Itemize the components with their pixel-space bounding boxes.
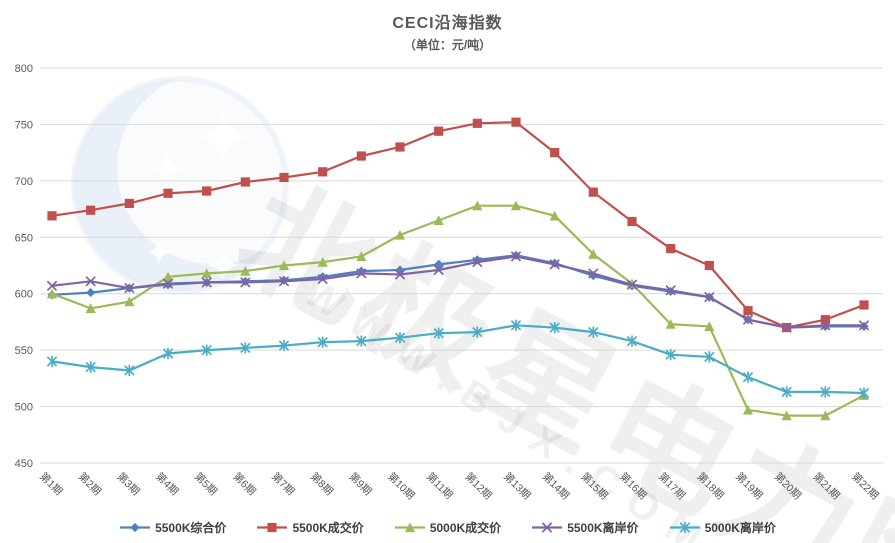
y-tick-label: 750 bbox=[15, 119, 33, 131]
x-tick-label: 第15期 bbox=[578, 470, 610, 502]
legend-label: 5500K离岸价 bbox=[567, 521, 639, 535]
y-tick-label: 600 bbox=[15, 289, 33, 301]
x-tick-label: 第4期 bbox=[153, 470, 181, 498]
legend-item-3: 5500K离岸价 bbox=[531, 519, 639, 536]
series-markers bbox=[47, 117, 869, 333]
chart-subtitle: （单位：元/吨） bbox=[403, 38, 492, 52]
x-tick-label: 第14期 bbox=[540, 470, 572, 502]
legend-label: 5000K离岸价 bbox=[704, 521, 776, 535]
y-tick-label: 700 bbox=[15, 176, 33, 188]
legend-square-marker-icon bbox=[257, 522, 288, 533]
x-tick-label: 第6期 bbox=[230, 470, 258, 498]
legend-x-marker-icon bbox=[532, 522, 563, 533]
legend-star-marker-icon bbox=[669, 521, 700, 534]
x-tick-label: 第13期 bbox=[501, 470, 533, 502]
legend-diamond-marker-icon bbox=[120, 522, 151, 533]
x-axis-labels: 第1期 第2期 第3期 第4期 第5期 第6期 第7期 第8期 第9期 第10期 第11期 第12期第… bbox=[37, 470, 881, 502]
series-1-square bbox=[47, 117, 869, 333]
legend-item-1: 5500K成交价 bbox=[256, 519, 364, 536]
y-tick-label: 800 bbox=[15, 63, 33, 75]
legend-label: 5000K成交价 bbox=[429, 521, 502, 535]
x-tick-label: 第5期 bbox=[192, 470, 220, 498]
y-axis-labels: 450 500 550 600 650 700 750 800 bbox=[15, 63, 33, 470]
chart-title: CECI沿海指数 bbox=[392, 15, 503, 32]
x-tick-label: 第7期 bbox=[269, 470, 297, 498]
x-tick-label: 第8期 bbox=[308, 470, 336, 498]
x-tick-label: 第16期 bbox=[617, 470, 649, 502]
x-tick-label: 第20期 bbox=[772, 470, 804, 502]
series-line bbox=[51, 255, 864, 329]
x-tick-label: 第12期 bbox=[462, 470, 494, 502]
x-tick-label: 第3期 bbox=[114, 470, 142, 498]
series-line bbox=[51, 121, 865, 329]
x-tick-label: 第17期 bbox=[656, 470, 688, 502]
legend-triangle-marker-icon bbox=[394, 522, 425, 533]
x-tick-label: 第21期 bbox=[810, 470, 842, 502]
legend-label: 5500K成交价 bbox=[292, 521, 364, 535]
x-tick-label: 第1期 bbox=[37, 470, 65, 498]
x-tick-label: 第18期 bbox=[694, 470, 726, 502]
y-tick-label: 500 bbox=[15, 402, 33, 414]
x-tick-label: 第22期 bbox=[849, 470, 881, 502]
y-tick-label: 650 bbox=[15, 232, 33, 244]
y-tick-label: 450 bbox=[15, 458, 33, 470]
x-tick-label: 第9期 bbox=[346, 470, 374, 498]
series-markers bbox=[46, 319, 870, 399]
series-0-diamond bbox=[47, 250, 869, 333]
legend-item-2: 5000K成交价 bbox=[394, 519, 501, 536]
legend-label: 5500K综合价 bbox=[155, 521, 227, 535]
y-tick-label: 550 bbox=[15, 345, 33, 357]
x-tick-label: 第11期 bbox=[424, 470, 456, 502]
series-4-star bbox=[46, 319, 870, 399]
legend-item-0: 5500K综合价 bbox=[119, 519, 226, 536]
x-tick-label: 第10期 bbox=[385, 470, 417, 502]
chart-legend: 5500K综合价 5500K成交价 5000K成交价 5500K离岸价 5000K离岸价 bbox=[0, 519, 895, 536]
title-block: CECI沿海指数 （单位：元/吨） bbox=[0, 9, 895, 53]
legend-item-4: 5000K离岸价 bbox=[669, 519, 776, 536]
series-line bbox=[51, 324, 865, 395]
x-tick-label: 第2期 bbox=[76, 470, 104, 498]
x-tick-label: 第19期 bbox=[733, 470, 765, 502]
